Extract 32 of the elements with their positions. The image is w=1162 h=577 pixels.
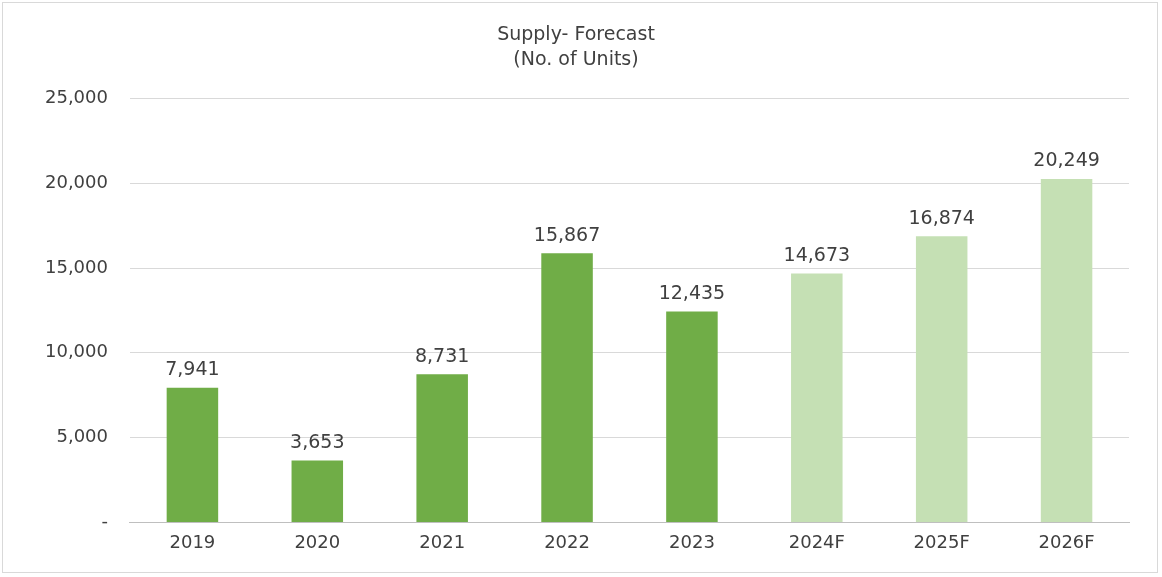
data-label: 7,941 xyxy=(165,357,220,380)
x-tick-label: 2019 xyxy=(169,530,216,552)
bar xyxy=(541,253,593,522)
x-tick-label: 2023 xyxy=(669,530,715,552)
y-tick-label: - xyxy=(101,510,108,532)
bar xyxy=(416,374,468,522)
data-label: 15,867 xyxy=(533,222,601,245)
data-label: 3,653 xyxy=(290,429,345,452)
bar xyxy=(1040,178,1093,522)
x-tick-label: 2026F xyxy=(1038,530,1095,552)
y-tick-label: 15,000 xyxy=(45,255,108,277)
data-label: 8,731 xyxy=(414,343,470,366)
bar xyxy=(666,311,718,522)
x-tick-label: 2021 xyxy=(419,530,466,552)
y-tick-label: 5,000 xyxy=(56,425,108,447)
y-tick-label: 10,000 xyxy=(45,340,108,362)
bar xyxy=(291,460,344,522)
bar xyxy=(166,387,219,522)
chart-title: Supply- Forecast xyxy=(497,22,655,45)
x-tick-label: 2020 xyxy=(294,530,341,552)
data-label: 16,874 xyxy=(908,205,975,228)
data-label: 12,435 xyxy=(658,280,726,303)
data-label: 20,249 xyxy=(1033,148,1100,171)
y-tick-label: 25,000 xyxy=(45,86,108,108)
bar xyxy=(915,236,968,522)
x-tick-label: 2022 xyxy=(544,530,590,552)
y-tick-label: 20,000 xyxy=(45,170,108,192)
x-tick-label: 2025F xyxy=(913,530,970,552)
x-tick-label: 2024F xyxy=(788,530,845,552)
data-label: 14,673 xyxy=(783,242,851,265)
bar xyxy=(791,273,843,522)
chart-subtitle: (No. of Units) xyxy=(513,46,639,69)
